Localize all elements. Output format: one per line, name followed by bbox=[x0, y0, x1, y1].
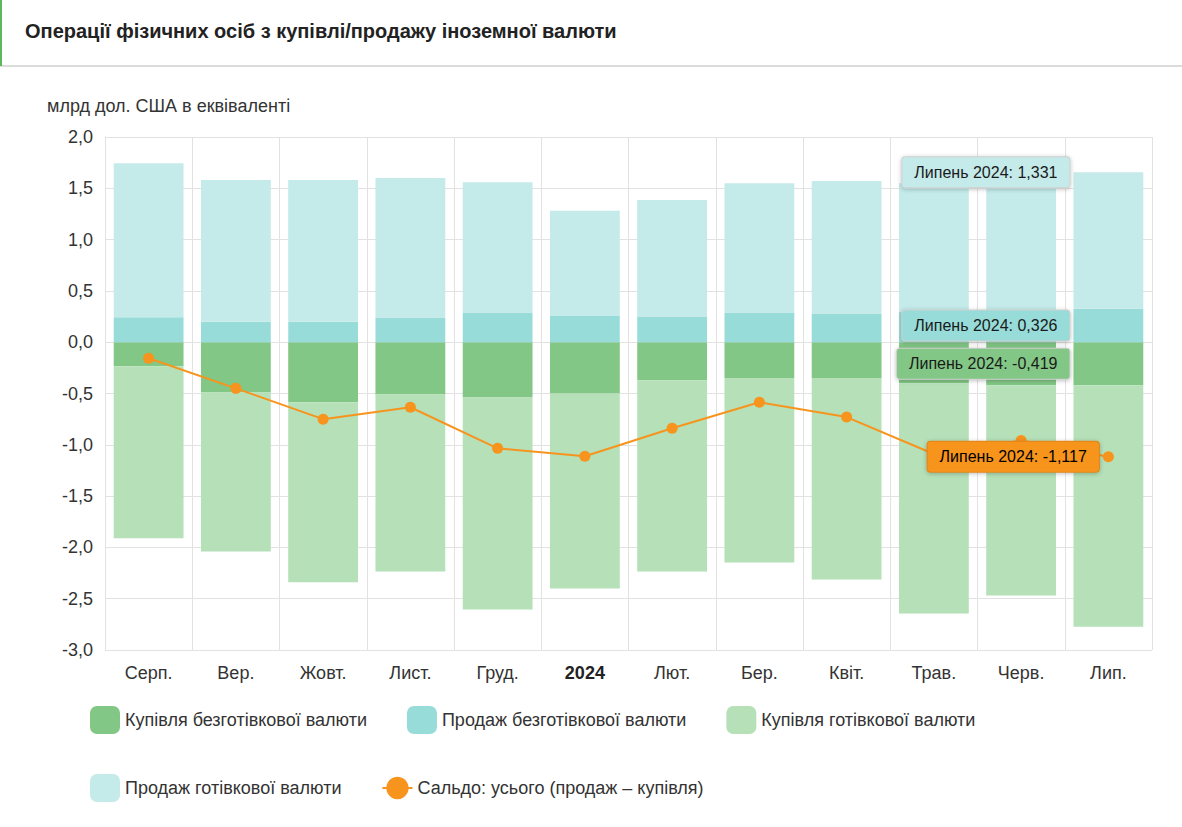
svg-text:-1,5: -1,5 bbox=[62, 486, 93, 506]
svg-text:-3,0: -3,0 bbox=[62, 640, 93, 660]
svg-text:Липень 2024: -1,117: Липень 2024: -1,117 bbox=[940, 448, 1087, 465]
svg-text:0,0: 0,0 bbox=[68, 332, 93, 352]
svg-text:Липень 2024: -0,419: Липень 2024: -0,419 bbox=[909, 355, 1058, 372]
svg-text:Липень 2024: 1,331: Липень 2024: 1,331 bbox=[914, 164, 1057, 181]
svg-text:1,5: 1,5 bbox=[68, 178, 93, 198]
svg-text:Вер.: Вер. bbox=[217, 663, 254, 683]
svg-text:Черв.: Черв. bbox=[998, 663, 1045, 683]
svg-text:Операції фізичних осіб з купів: Операції фізичних осіб з купівлі/продажу… bbox=[25, 20, 617, 42]
svg-text:млрд дол. США в еквіваленті: млрд дол. США в еквіваленті bbox=[47, 96, 290, 116]
svg-text:-0,5: -0,5 bbox=[62, 384, 93, 404]
svg-text:Купівля безготівкової валюти: Купівля безготівкової валюти bbox=[125, 710, 367, 730]
svg-text:2024: 2024 bbox=[565, 663, 605, 683]
svg-text:0,5: 0,5 bbox=[68, 281, 93, 301]
svg-text:2,0: 2,0 bbox=[68, 127, 93, 147]
svg-text:Продаж готівкової валюти: Продаж готівкової валюти bbox=[125, 778, 341, 798]
svg-text:-2,0: -2,0 bbox=[62, 537, 93, 557]
svg-text:Серп.: Серп. bbox=[125, 663, 173, 683]
svg-text:-2,5: -2,5 bbox=[62, 589, 93, 609]
svg-text:Груд.: Груд. bbox=[476, 663, 518, 683]
svg-text:Трав.: Трав. bbox=[912, 663, 957, 683]
svg-text:Лют.: Лют. bbox=[654, 663, 690, 683]
svg-text:Сальдо: усього (продаж – купів: Сальдо: усього (продаж – купівля) bbox=[417, 778, 703, 798]
svg-text:Лип.: Лип. bbox=[1090, 663, 1127, 683]
svg-text:1,0: 1,0 bbox=[68, 230, 93, 250]
svg-text:Квіт.: Квіт. bbox=[829, 663, 864, 683]
svg-text:Купівля готівкової валюти: Купівля готівкової валюти bbox=[761, 710, 975, 730]
svg-text:Липень 2024: 0,326: Липень 2024: 0,326 bbox=[914, 317, 1057, 334]
svg-text:Жовт.: Жовт. bbox=[300, 663, 347, 683]
svg-text:-1,0: -1,0 bbox=[62, 435, 93, 455]
svg-text:Бер.: Бер. bbox=[741, 663, 778, 683]
svg-text:Лист.: Лист. bbox=[389, 663, 431, 683]
svg-text:Продаж безготівкової валюти: Продаж безготівкової валюти bbox=[442, 710, 686, 730]
